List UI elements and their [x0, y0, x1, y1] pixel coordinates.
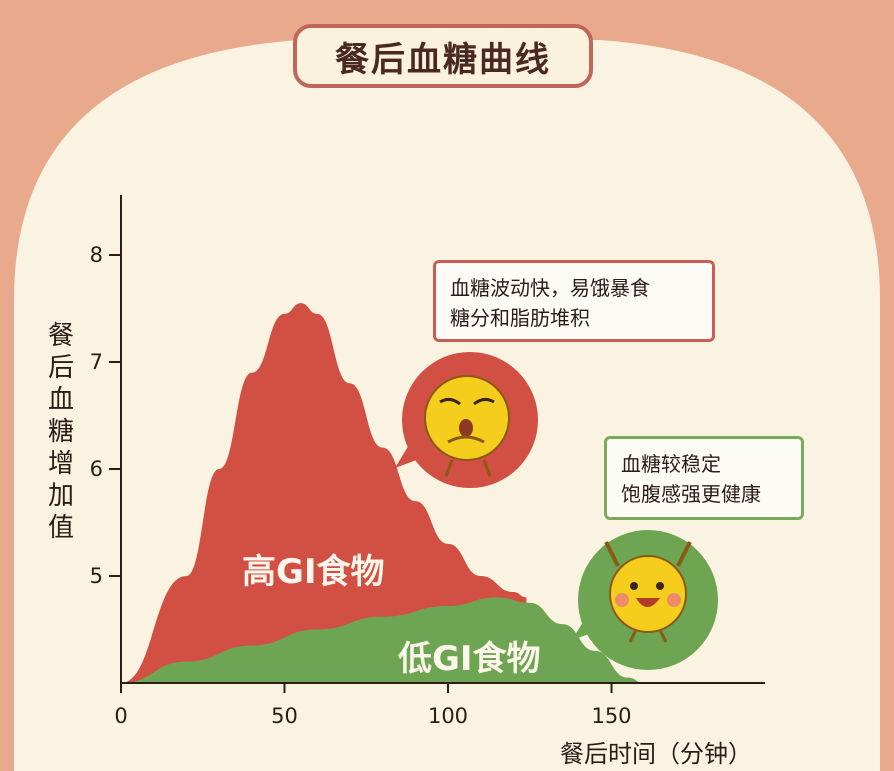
happy-mascot-icon: [572, 530, 718, 670]
x-tick-label: 0: [114, 704, 127, 728]
series-area-low-gi: [121, 597, 645, 683]
y-tick-label: 5: [90, 564, 103, 588]
title-box: 餐后血糖曲线: [293, 24, 593, 88]
callout-line: 血糖较稳定: [621, 452, 721, 476]
callout-line: 饱腹感强更健康: [621, 482, 761, 506]
series-area-high-gi: [121, 303, 527, 683]
sad-mascot-icon: [395, 352, 538, 488]
low-gi-callout: 血糖较稳定 饱腹感强更健康: [604, 436, 804, 520]
y-tick-label: 8: [90, 243, 103, 267]
low-gi-label: 低GI食物: [398, 639, 541, 679]
callout-line: 血糖波动快，易饿暴食: [450, 276, 650, 300]
y-tick-label: 6: [90, 457, 103, 481]
y-axis-label-text: 餐后血糖增加值: [47, 321, 74, 543]
x-tick-label: 150: [591, 704, 631, 728]
series-areas: [121, 303, 645, 683]
y-tick-label: 7: [90, 350, 103, 374]
high-gi-label: 高GI食物: [242, 552, 385, 592]
x-axis-label: 餐后时间（分钟）: [560, 740, 752, 768]
x-tick-label: 100: [428, 704, 468, 728]
y-axis-label: 餐后血糖增加值: [44, 320, 78, 544]
x-tick-label: 50: [271, 704, 298, 728]
callout-line: 糖分和脂肪堆积: [450, 306, 590, 330]
axes: 0 50 100 150 5 6 7 8: [90, 195, 765, 728]
chart-title: 餐后血糖曲线: [335, 39, 551, 80]
high-gi-callout: 血糖波动快，易饿暴食 糖分和脂肪堆积: [433, 260, 715, 342]
mascots: [395, 352, 718, 670]
